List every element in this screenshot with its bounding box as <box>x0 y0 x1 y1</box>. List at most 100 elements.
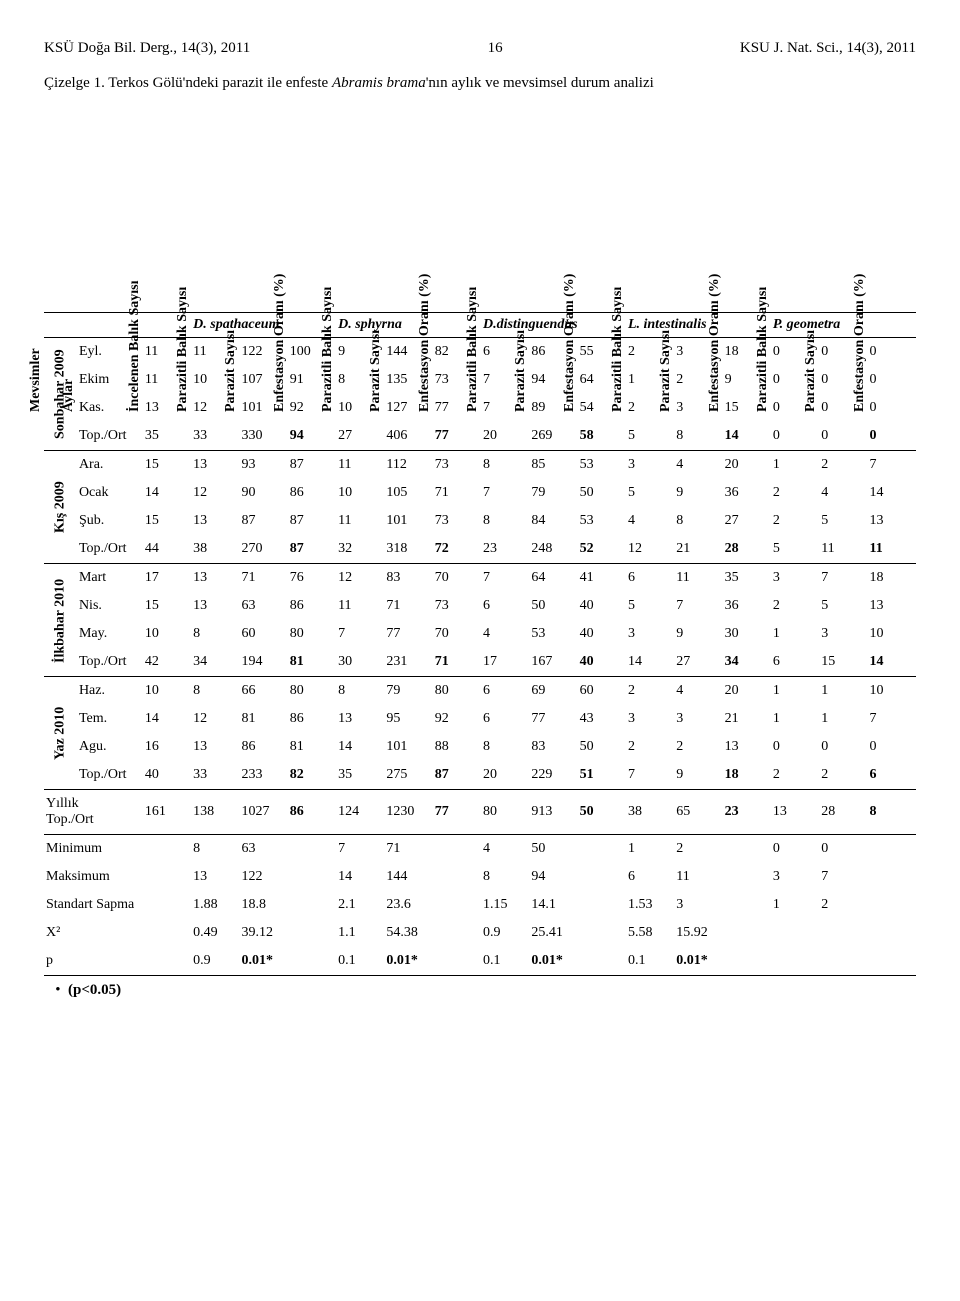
data-cell: 86 <box>288 479 336 507</box>
table-row: Şub.1513878711101738845348272513 <box>44 507 916 535</box>
data-cell <box>868 919 916 947</box>
month-label: Mart <box>77 564 143 593</box>
data-cell: 54.38 <box>384 919 432 947</box>
data-cell: 16 <box>143 733 191 761</box>
data-cell: 23 <box>481 535 529 564</box>
data-cell: 84 <box>529 507 577 535</box>
data-cell: 0.01* <box>529 947 577 976</box>
data-cell: 4 <box>674 451 722 480</box>
data-cell: 20 <box>481 422 529 451</box>
data-cell: 34 <box>191 648 239 677</box>
stat-row: Minimum8637714501200 <box>44 835 916 864</box>
month-label: Top./Ort <box>77 761 143 790</box>
data-cell: 7 <box>868 705 916 733</box>
data-cell: 8 <box>674 507 722 535</box>
data-cell: 2 <box>771 761 819 790</box>
data-cell: 1.88 <box>191 891 239 919</box>
month-label: Şub. <box>77 507 143 535</box>
data-cell: 11 <box>336 451 384 480</box>
data-cell <box>288 947 336 976</box>
data-cell: 64 <box>529 564 577 593</box>
stat-row: Standart Sapma1.8818.82.123.61.1514.11.5… <box>44 891 916 919</box>
data-cell: 87 <box>433 761 481 790</box>
data-cell: 2 <box>771 507 819 535</box>
data-cell: 3 <box>626 705 674 733</box>
data-cell <box>868 863 916 891</box>
data-cell: 53 <box>578 507 626 535</box>
data-cell: 17 <box>481 648 529 677</box>
data-cell: 8 <box>481 451 529 480</box>
data-cell: 1.15 <box>481 891 529 919</box>
stat-label: Minimum <box>44 835 143 864</box>
data-cell <box>143 863 191 891</box>
data-cell: 13 <box>723 733 771 761</box>
data-cell: 11 <box>868 535 916 564</box>
data-cell: 17 <box>143 564 191 593</box>
data-cell: 248 <box>529 535 577 564</box>
data-cell: 3 <box>771 564 819 593</box>
data-cell: 2 <box>626 733 674 761</box>
stat-row: Maksimum131221414489461137 <box>44 863 916 891</box>
col-header: Mevsimler <box>44 102 77 313</box>
data-cell: 0.01* <box>674 947 722 976</box>
data-cell: 0.49 <box>191 919 239 947</box>
data-cell <box>723 863 771 891</box>
data-cell: 6 <box>626 564 674 593</box>
data-cell: 3 <box>674 705 722 733</box>
data-cell: 73 <box>433 451 481 480</box>
data-cell: 38 <box>626 790 674 835</box>
data-cell: 5 <box>819 507 867 535</box>
data-cell: 77 <box>433 790 481 835</box>
data-cell: 913 <box>529 790 577 835</box>
data-cell: 0 <box>868 338 916 367</box>
data-cell: 80 <box>481 790 529 835</box>
data-cell: 15 <box>143 592 191 620</box>
data-cell: 81 <box>239 705 287 733</box>
data-cell: 21 <box>723 705 771 733</box>
data-cell: 79 <box>529 479 577 507</box>
data-cell: 34 <box>723 648 771 677</box>
data-cell: 0 <box>771 733 819 761</box>
data-cell: 2 <box>819 761 867 790</box>
data-cell: 1 <box>626 835 674 864</box>
data-cell: 12 <box>626 535 674 564</box>
data-cell: 14 <box>723 422 771 451</box>
data-cell: 5 <box>626 592 674 620</box>
data-cell: 77 <box>433 422 481 451</box>
species-header: D. spathaceum <box>191 313 336 338</box>
data-cell: 95 <box>384 705 432 733</box>
data-cell <box>578 863 626 891</box>
stat-label: X² <box>44 919 143 947</box>
data-cell: 35 <box>723 564 771 593</box>
data-cell: 35 <box>336 761 384 790</box>
data-cell: 15 <box>819 648 867 677</box>
data-cell: 105 <box>384 479 432 507</box>
month-label: Top./Ort <box>77 648 143 677</box>
data-cell <box>143 835 191 864</box>
season-label: Sonbahar 2009 <box>44 338 77 451</box>
data-cell: 50 <box>578 733 626 761</box>
data-cell: 88 <box>433 733 481 761</box>
data-cell: 13 <box>336 705 384 733</box>
table-row: Tem.14128186139592677433321117 <box>44 705 916 733</box>
data-cell: 2.1 <box>336 891 384 919</box>
data-cell: 11 <box>674 564 722 593</box>
species-header: D. sphyrna <box>336 313 481 338</box>
data-cell: 66 <box>239 677 287 706</box>
month-label: Haz. <box>77 677 143 706</box>
data-cell: 94 <box>529 863 577 891</box>
data-cell: 71 <box>384 835 432 864</box>
species-header: P. geometra <box>771 313 916 338</box>
data-cell: 33 <box>191 422 239 451</box>
data-cell: 6 <box>481 677 529 706</box>
data-cell: 8 <box>481 863 529 891</box>
data-cell: 0 <box>819 835 867 864</box>
data-cell: 13 <box>191 451 239 480</box>
data-cell: 4 <box>481 835 529 864</box>
data-cell: 0.01* <box>384 947 432 976</box>
data-cell <box>143 891 191 919</box>
data-cell: 6 <box>481 592 529 620</box>
data-cell: 0.9 <box>481 919 529 947</box>
data-cell: 13 <box>868 592 916 620</box>
data-cell: 76 <box>288 564 336 593</box>
